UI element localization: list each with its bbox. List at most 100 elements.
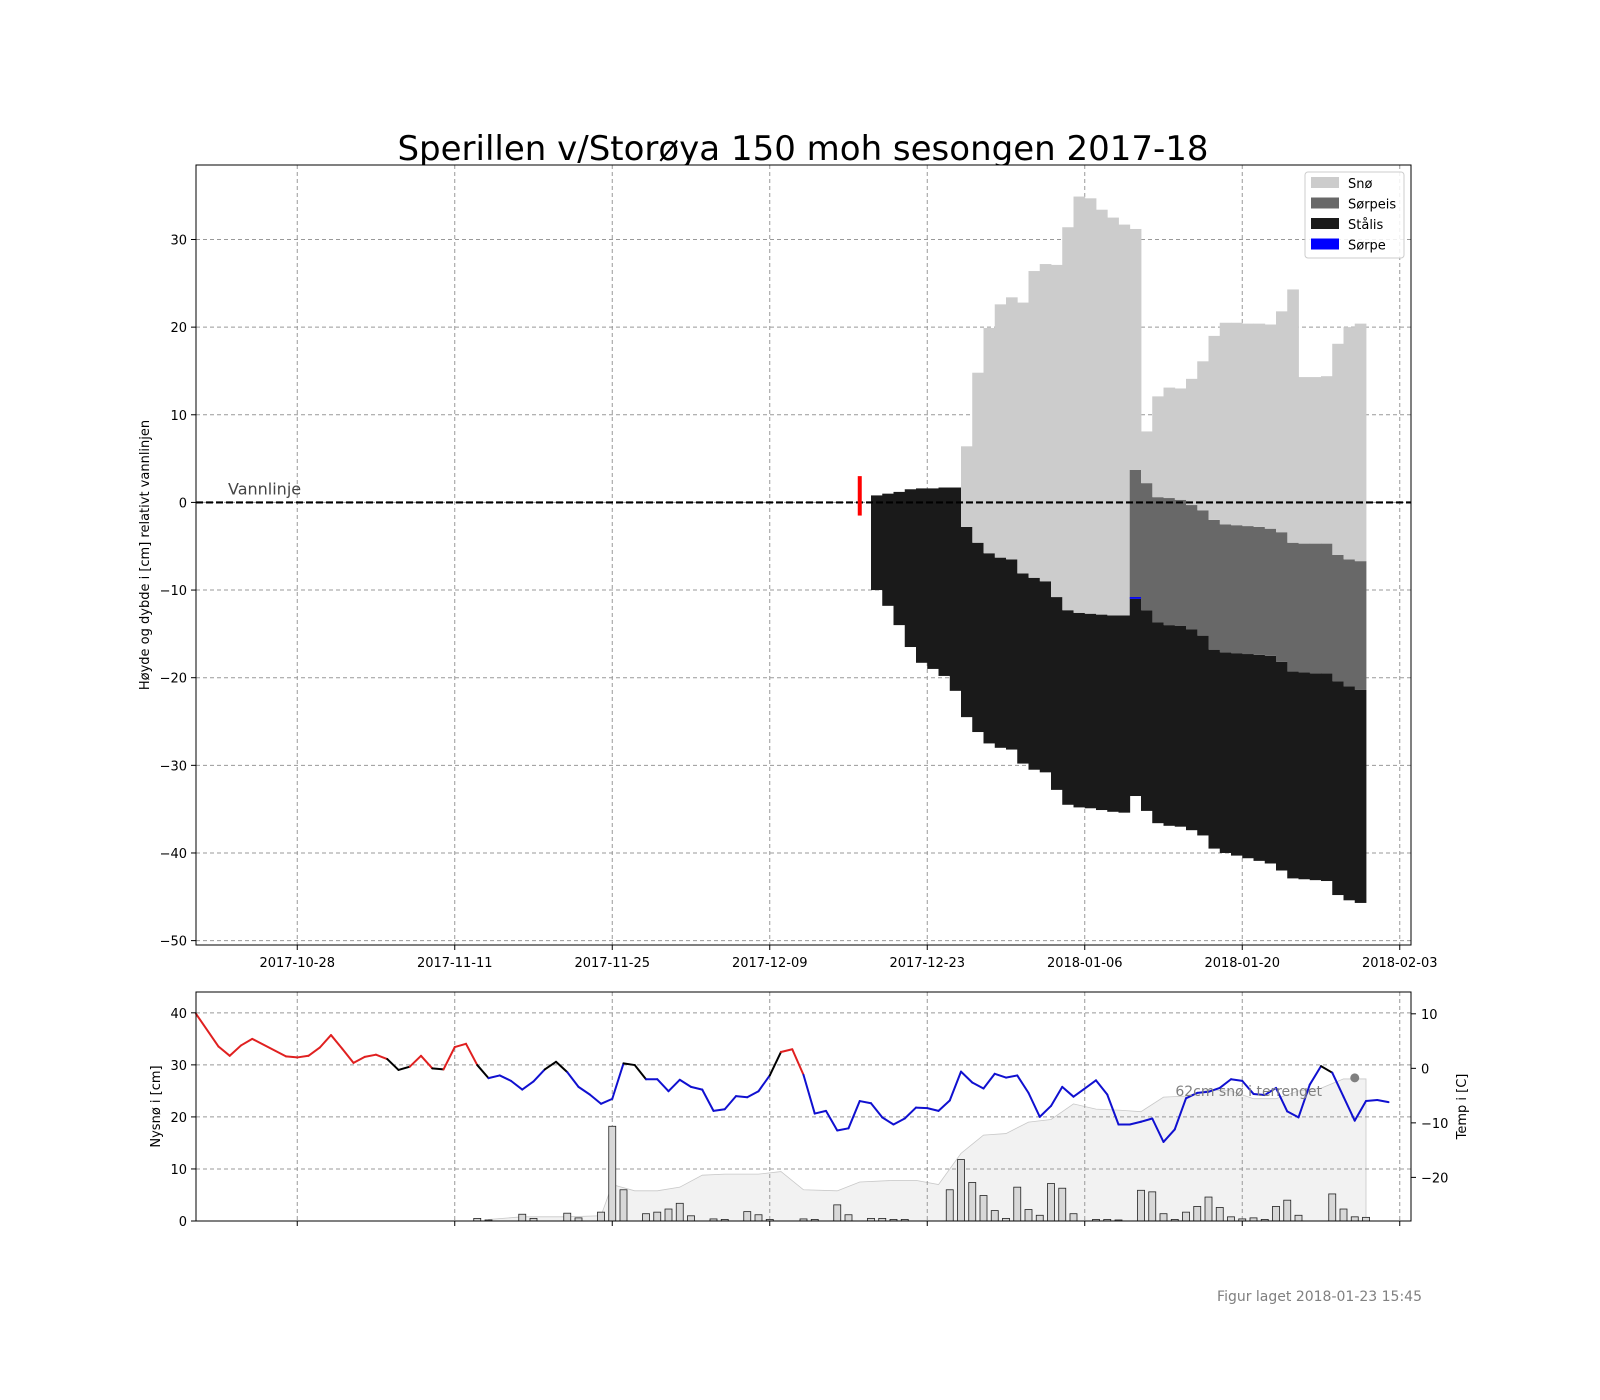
new-snow-bar [1215,1207,1224,1222]
y-tick-label: −10 [1421,1117,1448,1132]
temperature-segment [1106,1093,1120,1126]
sno-bar [1062,227,1074,611]
temperature-segment [1353,1100,1367,1122]
temperature-segment [813,1109,827,1115]
snow-temperature-chart: 62cm snø i terrenget 0 10 20 30 40 Nysnø i [cm… [149,991,1470,1230]
temperature-segment [1308,1065,1322,1086]
new-snow-bar [1283,1199,1292,1222]
y-tick-label: 30 [170,233,187,248]
stalis-bar [938,487,951,676]
new-snow-bar [1013,1186,1022,1222]
new-snow-bar [1035,1214,1044,1222]
temperature-segment [1027,1091,1041,1118]
y-tick-label: 0 [179,1215,187,1230]
sno-bar [994,304,1007,558]
grid [196,992,1411,1222]
temperature-segment [566,1071,580,1088]
new-snow-bar [608,1125,617,1222]
sno-bar [1107,217,1119,616]
stalis-bar [1332,681,1344,896]
sorpeis-bar [1208,519,1221,650]
temperature-segment [937,1099,951,1112]
temperature-segment [476,1064,490,1080]
temperature-segment [746,1090,760,1099]
figure-timestamp: Figur laget 2018-01-23 15:45 [1217,1289,1422,1305]
temperature-segment [600,1097,614,1105]
new-snow-bars [473,1125,1370,1222]
new-snow-bar [597,1211,605,1222]
y-tick-label: 10 [170,1163,187,1178]
sorpeis-bar [1354,561,1367,690]
new-snow-bar [653,1211,662,1222]
stalis-bar [1219,652,1232,853]
new-snow-bar [1339,1208,1348,1222]
temperature-segment [1252,1092,1266,1097]
y-axis-right: 10 0 −10 −20 [1411,1008,1448,1186]
temperature-segment [195,1012,220,1048]
y-tick-label: −20 [160,672,187,687]
temperature-segment [825,1109,839,1132]
temperature-segment [375,1053,389,1061]
new-snow-bar [642,1213,650,1222]
x-tick-label: 2018-01-06 [1047,956,1123,971]
sorpeis-bar [1242,526,1254,655]
sno-bar [1051,264,1063,598]
sorpeis-bar [1321,543,1333,674]
stalis-bar [904,489,917,648]
sno-bar [1129,228,1142,470]
temperature-segment [1140,1117,1154,1123]
temperature-segment [1263,1086,1277,1097]
temperature-segment [453,1042,467,1049]
sno-bar [1298,377,1311,544]
temperature-segment [960,1070,974,1084]
new-snow-bar [957,1159,965,1222]
sno-bar [983,328,996,554]
new-snow-bar [833,1204,842,1222]
new-snow-bar [664,1208,673,1222]
temperature-segment [723,1095,737,1111]
new-snow-bar [1182,1211,1190,1222]
temperature-segment [780,1048,794,1053]
plot-frame [195,164,1412,946]
stalis-bar [1186,629,1198,831]
sno-bar [1231,322,1243,526]
sno-bar [1028,271,1041,578]
sno-bar [1174,388,1187,500]
sorpeis-bar [1129,469,1142,599]
stalis-bar [994,557,1007,748]
temperature-segment [521,1080,535,1091]
new-snow-bar [844,1214,853,1222]
temperature-segment [1365,1098,1379,1103]
temperature-segment [1005,1074,1019,1079]
temperature-segment [1218,1078,1232,1089]
terrain-snow-area [488,1078,1367,1222]
temperature-segment [1275,1086,1289,1113]
new-snow-bar [1362,1216,1370,1222]
new-snow-bar [743,1211,752,1222]
stalis-bar [1141,610,1153,811]
temperature-segment [363,1053,377,1058]
temperature-segment [1342,1095,1356,1122]
y-axis-label: Høyde og dybde i [cm] relativt vannlinje… [138,420,153,690]
new-snow-bar [990,1210,999,1222]
temperature-segment [1162,1128,1176,1143]
temperature-segment [1286,1110,1300,1119]
temperature-segment [1050,1085,1064,1107]
temperature-segment [611,1062,625,1100]
y-tick-label: 30 [170,1059,187,1074]
sno-bar [961,446,973,527]
sno-bar [1163,387,1176,499]
legend: Snø Sørpeis Stålis Sørpe [1304,171,1405,259]
x-tick-label: 2017-11-25 [574,956,650,971]
stalis-bar [1309,673,1322,881]
temperature-segment [836,1127,850,1132]
temperature-segment [768,1050,782,1077]
new-snow-bar [1272,1206,1280,1222]
new-snow-bar [945,1189,954,1222]
temperature-segment [510,1079,524,1091]
stalis-bar [1276,661,1288,871]
temperature-segment [408,1054,422,1068]
new-snow-bar [979,1195,988,1222]
temperature-segment [1230,1078,1244,1082]
